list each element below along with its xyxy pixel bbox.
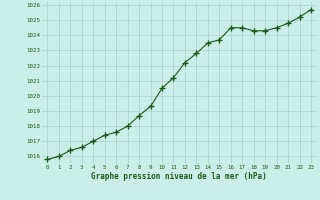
X-axis label: Graphe pression niveau de la mer (hPa): Graphe pression niveau de la mer (hPa) xyxy=(91,172,267,181)
